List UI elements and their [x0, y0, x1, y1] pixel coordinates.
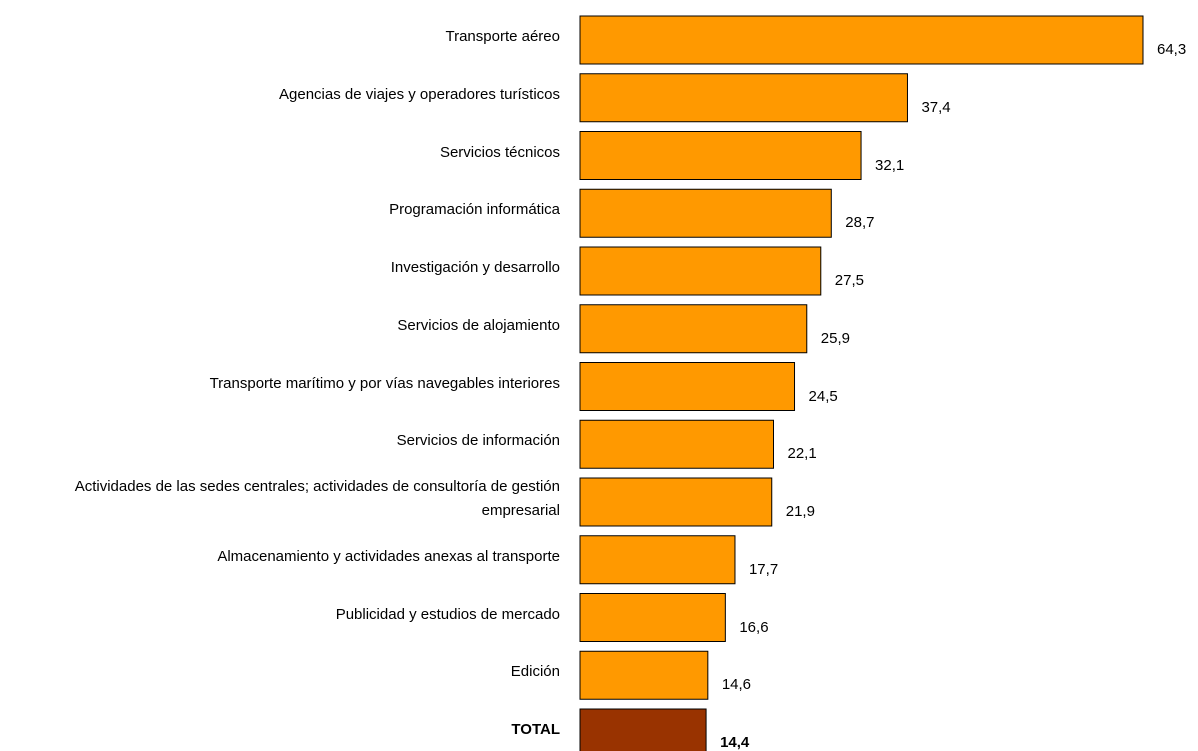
category-label: Servicios de información [396, 432, 560, 450]
bar [579, 246, 822, 296]
value-label: 22,1 [787, 445, 817, 463]
bar [579, 419, 775, 469]
category-label: Edición [510, 663, 560, 681]
value-label: 27,5 [834, 272, 864, 289]
bar [579, 15, 1144, 65]
value-label: 16,6 [739, 618, 769, 636]
bar [579, 477, 773, 527]
bar [579, 188, 832, 238]
value-label: 25,9 [820, 329, 850, 347]
bar [579, 362, 796, 411]
bar [579, 304, 808, 354]
category-label: Publicidad y estudios de mercado [335, 605, 560, 623]
category-label: Servicios de alojamiento [397, 316, 560, 334]
category-label: Programación informática [389, 201, 560, 219]
value-label: 28,7 [845, 214, 875, 232]
bar [579, 535, 736, 585]
value-label: 21,9 [785, 503, 815, 520]
category-label: Investigación y desarrollo [390, 259, 560, 276]
bar [579, 593, 726, 642]
category-label: Agencias de viajes y operadores turístic… [279, 85, 560, 103]
bar [579, 708, 707, 751]
value-label: 14,4 [720, 734, 750, 751]
value-label: 64,3 [1157, 41, 1187, 58]
category-label: Servicios técnicos [439, 143, 560, 161]
bar [579, 131, 862, 180]
value-label: 24,5 [808, 387, 838, 405]
bar [579, 73, 908, 123]
category-label: Transporte aéreo [445, 28, 560, 45]
category-label: TOTAL [511, 721, 560, 738]
value-label: 17,7 [748, 560, 779, 578]
value-label: 14,6 [721, 676, 752, 694]
value-label: 32,1 [875, 156, 905, 174]
category-label: Transporte marítimo y por vías navegable… [209, 374, 560, 392]
value-label: 37,4 [921, 98, 951, 116]
category-label: Almacenamiento y actividades anexas al t… [217, 547, 560, 565]
bar [579, 650, 709, 700]
category-label: Actividades de las sedes centrales; acti… [74, 478, 560, 519]
